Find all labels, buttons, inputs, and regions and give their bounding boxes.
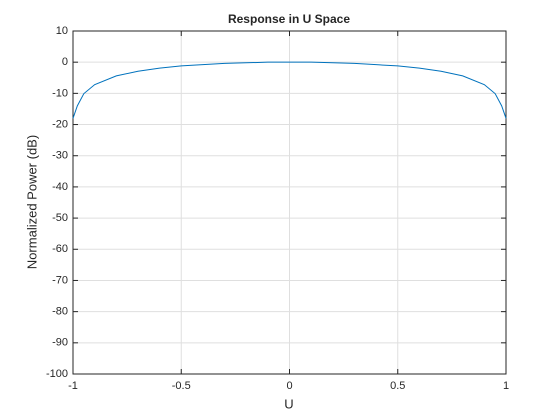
chart-title: Response in U Space [228, 12, 350, 26]
y-tick-label: -60 [52, 243, 68, 255]
y-tick-label: -50 [52, 212, 68, 224]
x-tick-label: 1 [503, 380, 509, 392]
y-tick-label: -100 [46, 368, 68, 380]
data-line [72, 61, 507, 119]
x-tick-label: 0.5 [390, 380, 405, 392]
x-axis-label: U [284, 396, 293, 411]
y-tick-label: -80 [52, 306, 68, 318]
y-axis-label: Normalized Power (dB) [24, 135, 39, 269]
y-tick-label: 0 [62, 56, 68, 68]
y-tick-label: -20 [52, 118, 68, 130]
x-tick-label: 0 [286, 380, 292, 392]
y-tick-label: -30 [52, 150, 68, 162]
axes-box [72, 30, 507, 375]
y-tick-label: -40 [52, 181, 68, 193]
x-tick-label: -0.5 [172, 380, 191, 392]
y-tick-label: -70 [52, 274, 68, 286]
y-tick-label: -90 [52, 337, 68, 349]
x-tick-label: -1 [68, 380, 78, 392]
y-tick-label: 10 [56, 25, 68, 37]
y-tick-label: -10 [52, 87, 68, 99]
